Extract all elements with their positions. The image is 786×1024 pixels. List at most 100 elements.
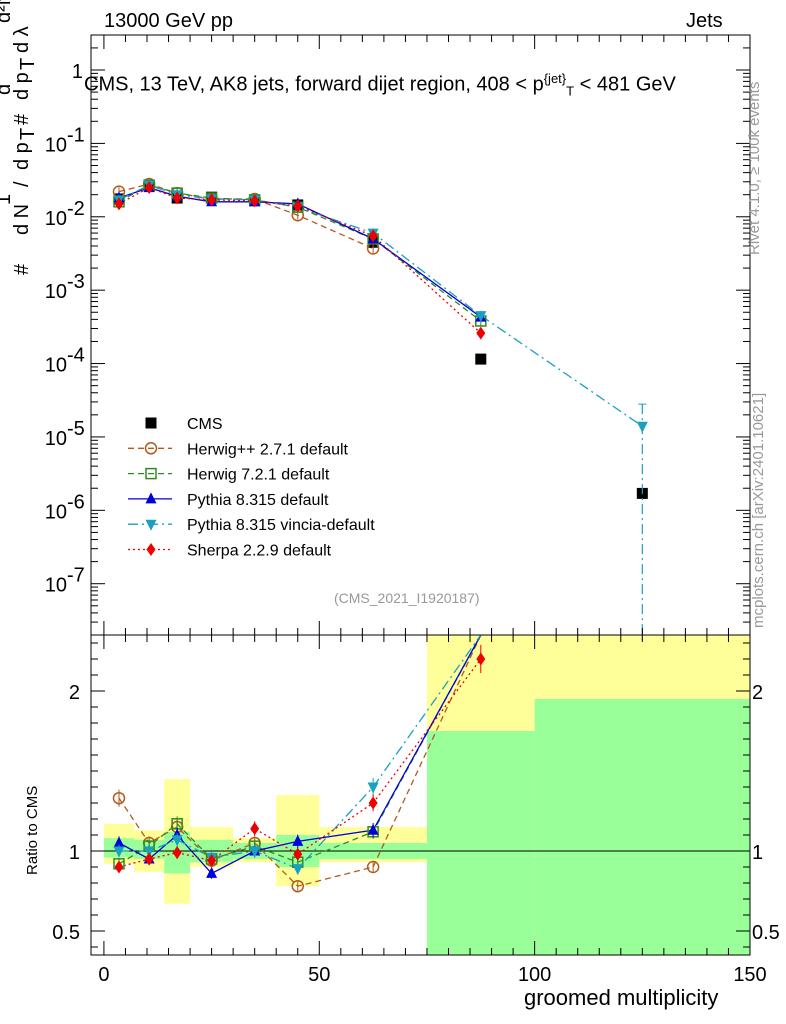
data-point	[113, 836, 125, 848]
y-tick-label-main-exp: -5	[67, 418, 85, 440]
legend-label: Pythia 8.315 default	[187, 492, 329, 509]
y-tick-label-main-exp: -2	[67, 198, 85, 220]
plot-title-sup: {jet}	[543, 71, 567, 86]
y-tick-label-ratio: 0.5	[52, 922, 80, 944]
y-tick-label-ratio-right: 0.5	[752, 922, 780, 944]
data-point	[172, 191, 182, 205]
x-tick-label: 50	[308, 964, 330, 986]
svg-text:d p: d p	[11, 72, 33, 100]
y-tick-label-main-exp: -7	[67, 565, 85, 587]
x-tick-label: 100	[518, 964, 551, 986]
data-point	[293, 199, 303, 213]
series-line-ratio	[118, 658, 482, 868]
plot-title-pt: p	[532, 73, 544, 96]
data-point	[172, 846, 182, 860]
data-point	[144, 852, 154, 866]
band-inner	[534, 699, 750, 955]
y-tick-label-main-exp: -6	[67, 491, 85, 513]
data-point	[206, 866, 218, 878]
data-point	[145, 519, 157, 531]
data-point	[250, 194, 260, 208]
svg-text:T: T	[17, 58, 39, 70]
y-axis-label-main-top: 1 d d²N	[0, 0, 15, 205]
y-tick-label-ratio-right: 1	[752, 842, 763, 864]
plot-title-main: CMS, 13 TeV, AK8 jets, forward dijet reg…	[84, 73, 533, 96]
data-point	[207, 854, 217, 868]
header-left: 13000 GeV pp	[104, 10, 233, 32]
svg-text:#: #	[11, 263, 33, 275]
y-tick-label-main-exp: -3	[67, 271, 85, 293]
data-point	[114, 197, 124, 211]
legend-label: Herwig++ 2.7.1 default	[187, 441, 349, 458]
svg-text:/: /	[11, 181, 33, 187]
svg-text:d: d	[0, 84, 15, 95]
data-point	[367, 823, 379, 835]
svg-text:d N: d N	[11, 204, 33, 235]
data-point	[207, 193, 217, 207]
plot-title-sub: T	[566, 83, 575, 99]
y-axis-label-ratio: Ratio to CMS	[24, 785, 41, 875]
x-tick-label: 0	[98, 964, 109, 986]
mcplots-credit-text: mcplots.cern.ch [arXiv:2401.10621]	[750, 392, 767, 628]
legend-label: Sherpa 2.2.9 default	[187, 543, 332, 560]
series-line-main	[118, 184, 643, 427]
plot-title-end: < 481 GeV	[574, 73, 676, 96]
series-line-main	[118, 186, 482, 334]
svg-text:T: T	[17, 128, 39, 140]
svg-text:#: #	[11, 113, 33, 125]
data-point	[114, 860, 124, 874]
y-tick-label-main: 10	[45, 355, 67, 377]
legend-label: Pythia 8.315 vincia-default	[187, 517, 375, 534]
analysis-tag: (CMS_2021_I1920187)	[334, 590, 480, 606]
legend-label: Herwig 7.2.1 default	[187, 467, 330, 484]
y-tick-label-ratio: 2	[69, 682, 80, 704]
plot-title: CMS, 13 TeV, AK8 jets, forward dijet reg…	[84, 71, 676, 99]
data-point	[144, 181, 154, 195]
y-tick-label-main-exp: -4	[67, 345, 85, 367]
series-markers	[112, 177, 648, 893]
y-tick-label-main: 10	[45, 428, 67, 450]
data-point	[146, 543, 156, 556]
x-axis-label: groomed multiplicity	[524, 985, 719, 1010]
data-point	[145, 492, 157, 504]
y-tick-label-main: 10	[45, 501, 67, 523]
data-point	[476, 326, 486, 340]
legend: CMS Herwig++ 2.7.1 default Herwig 7.2.1 de…	[128, 416, 375, 560]
y-axis-label-main: # d N / d p T # d p T d λ	[11, 26, 39, 275]
data-point	[366, 860, 380, 874]
data-point	[145, 417, 157, 429]
data-point	[113, 846, 125, 858]
y-tick-label-main: 10	[45, 575, 67, 597]
data-point	[171, 835, 183, 847]
data-point	[476, 652, 486, 666]
data-point	[368, 229, 378, 243]
axes-frames	[90, 34, 751, 956]
y-tick-label-main: 10	[45, 281, 67, 303]
legend-label: CMS	[187, 416, 223, 433]
band-inner	[426, 731, 535, 955]
y-tick-label-ratio-right: 2	[752, 682, 763, 704]
data-point	[475, 353, 487, 365]
data-point	[143, 846, 155, 858]
data-point	[292, 834, 304, 846]
data-point	[292, 864, 304, 876]
data-point	[112, 791, 126, 805]
y-tick-label-main-exp: -1	[67, 124, 85, 146]
data-point	[144, 442, 158, 455]
data-point	[291, 879, 304, 893]
data-point	[249, 846, 261, 858]
series-line-ratio	[118, 635, 482, 875]
data-point	[367, 782, 379, 794]
x-tick-label: 150	[733, 964, 766, 986]
data-point	[250, 822, 260, 836]
data-point	[145, 467, 157, 480]
data-point	[368, 796, 378, 810]
y-tick-label-main: 1	[72, 61, 83, 83]
y-tick-label-main: 10	[45, 208, 67, 230]
ratio-panel-frame	[90, 634, 751, 956]
data-point	[475, 311, 487, 323]
series-line-main	[118, 183, 374, 250]
y-tick-label-main: 10	[45, 134, 67, 156]
